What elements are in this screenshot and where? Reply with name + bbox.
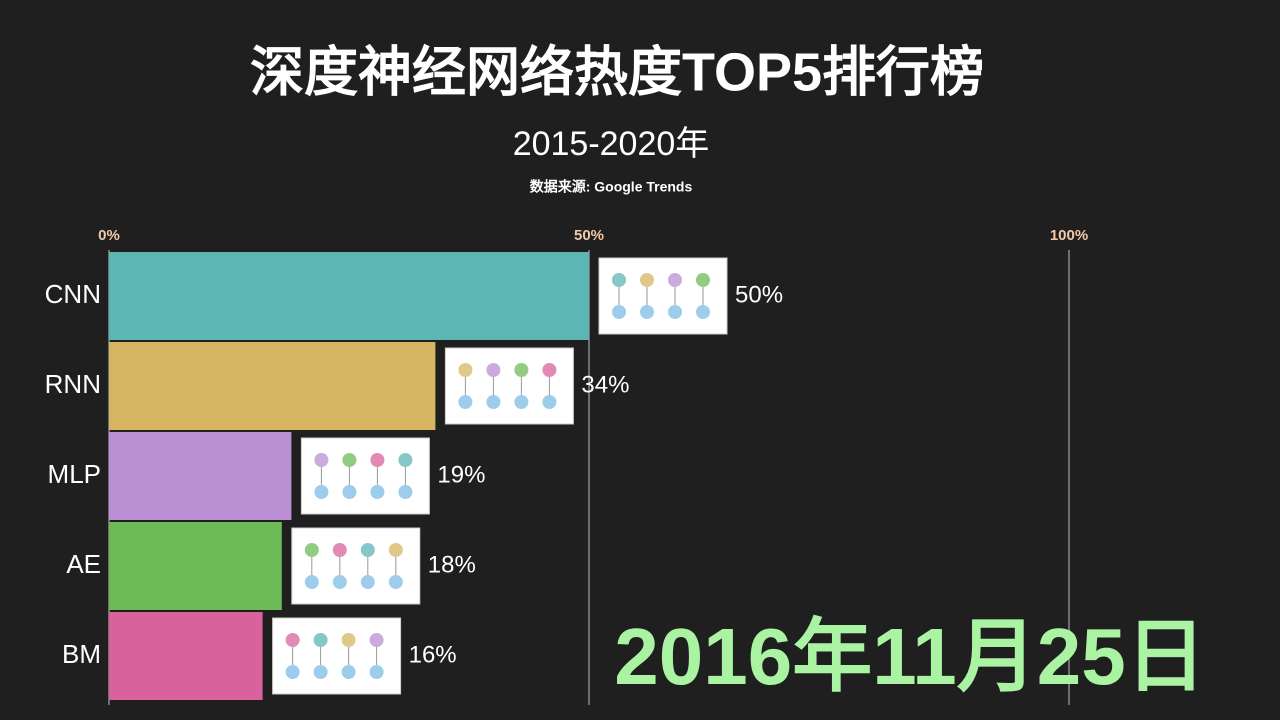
thumbnail-node [304, 575, 319, 589]
thumbnail-node [612, 305, 626, 319]
thumbnail-node [341, 665, 356, 679]
thumbnail-node [388, 543, 403, 557]
value-label: 19% [437, 461, 485, 488]
thumbnail-node [696, 273, 710, 287]
bar [109, 252, 589, 340]
x-tick-label: 100% [1050, 227, 1088, 244]
thumbnail-node [341, 633, 356, 647]
thumbnail-node [458, 363, 473, 377]
thumbnail-node [486, 363, 501, 377]
thumbnail-node [398, 485, 413, 499]
thumbnail-frame [598, 257, 728, 335]
thumbnail-node [696, 305, 710, 319]
value-label: 34% [581, 371, 629, 398]
thumbnail-frame [444, 347, 574, 425]
thumbnail-node [458, 395, 473, 409]
thumbnail-node [486, 395, 501, 409]
date-annotation: 2016年11月25日 [614, 612, 1206, 701]
thumbnail-node [285, 633, 300, 647]
y-tick-label: CNN [45, 279, 101, 309]
thumbnail-node [304, 543, 319, 557]
thumbnail-node [342, 485, 357, 499]
thumbnail-node [542, 363, 557, 377]
thumbnail-node [398, 453, 413, 467]
bars: CNN 50% RNN 34% MLP 19% AE 18% BM 16% [45, 252, 783, 700]
value-label: 50% [735, 281, 783, 308]
chart-title: 深度神经网络热度TOP5排行榜 [250, 41, 984, 102]
thumbnail-node [668, 305, 682, 319]
data-source: 数据来源: Google Trends [530, 179, 693, 195]
thumbnail-node [388, 575, 403, 589]
thumbnail-node [369, 633, 384, 647]
thumbnail-node [342, 453, 357, 467]
thumbnail-frame [291, 527, 421, 605]
y-tick-label: MLP [48, 459, 101, 489]
thumbnail-node [640, 305, 654, 319]
thumbnail [300, 437, 430, 515]
thumbnail-node [612, 273, 626, 287]
thumbnail-node [332, 575, 347, 589]
y-tick-label: RNN [45, 369, 101, 399]
thumbnail-node [285, 665, 300, 679]
bar [109, 432, 292, 520]
thumbnail-node [313, 665, 328, 679]
thumbnail-node [332, 543, 347, 557]
thumbnail [444, 347, 574, 425]
thumbnail-node [313, 633, 328, 647]
thumbnail [598, 257, 728, 335]
value-label: 16% [409, 641, 457, 668]
value-label: 18% [428, 551, 476, 578]
thumbnail [272, 617, 402, 695]
thumbnail-node [542, 395, 557, 409]
bar [109, 342, 436, 430]
thumbnail-node [668, 273, 682, 287]
thumbnail-node [514, 363, 529, 377]
thumbnail-node [640, 273, 654, 287]
thumbnail-node [314, 485, 329, 499]
thumbnail-node [370, 453, 385, 467]
thumbnail-frame [272, 617, 402, 695]
thumbnail-node [370, 485, 385, 499]
thumbnail [291, 527, 421, 605]
bar [109, 522, 282, 610]
thumbnail-frame [300, 437, 430, 515]
thumbnail-node [360, 543, 375, 557]
y-tick-label: AE [66, 549, 101, 579]
bar [109, 612, 263, 700]
chart-subtitle: 2015-2020年 [513, 125, 710, 163]
y-tick-label: BM [62, 639, 101, 669]
x-tick-label: 0% [98, 227, 120, 244]
x-tick-label: 50% [574, 227, 604, 244]
thumbnail-node [514, 395, 529, 409]
thumbnail-node [314, 453, 329, 467]
thumbnail-node [369, 665, 384, 679]
thumbnail-node [360, 575, 375, 589]
